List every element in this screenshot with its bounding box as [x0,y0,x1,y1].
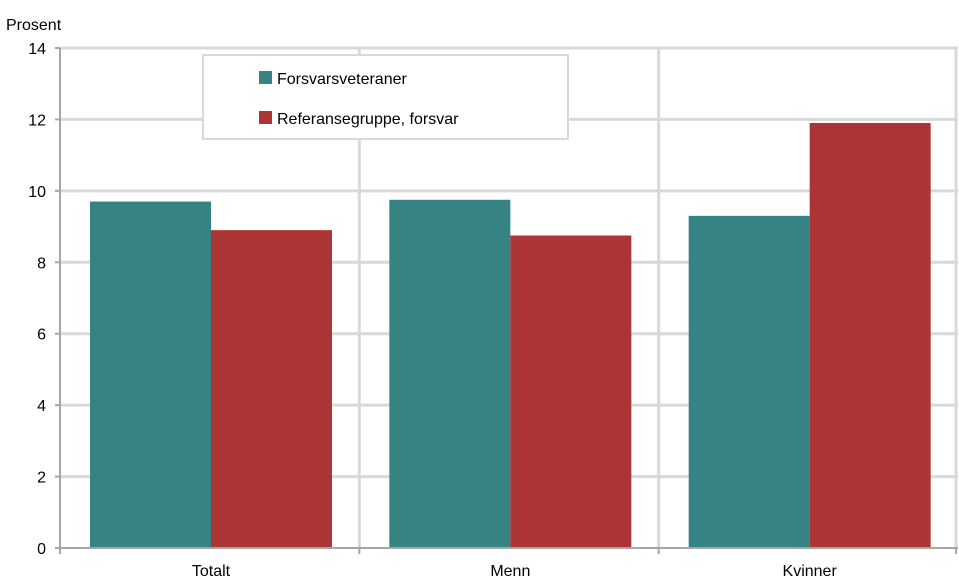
y-tick-label: 8 [37,255,46,272]
bar-forsvarsveteraner-totalt [90,201,211,549]
y-tick-label: 2 [37,470,46,487]
bar-referansegruppe-forsvar-totalt [211,230,332,548]
x-tick-label-kvinner: Kvinner [783,563,838,580]
bar-forsvarsveteraner-menn [389,199,511,549]
legend: Forsvarsveteraner Referansegruppe, forsv… [202,54,569,140]
legend-swatch-forsvarsveteraner [259,71,272,84]
legend-box [202,54,569,140]
y-unit-label: Prosent [6,17,62,34]
bar-referansegruppe-forsvar-menn [510,235,632,548]
bar-referansegruppe-forsvar-kvinner [809,123,931,548]
legend-label-forsvarsveteraner: Forsvarsveteraner [277,71,407,88]
x-tick-label-menn: Menn [490,563,530,580]
y-tick-label: 10 [28,184,46,201]
legend-label-referansegruppe: Referansegruppe, forsvar [277,111,459,128]
y-tick-label: 6 [37,327,46,344]
axes [55,47,958,554]
y-tick-label: 12 [28,112,46,129]
y-tick-label: 4 [37,398,46,415]
y-tick-label: 0 [37,541,46,558]
tick-labels: 0 2 4 6 8 10 12 14 Totalt Menn Kvinner [28,41,837,580]
legend-swatch-referansegruppe [259,111,272,124]
bars [90,123,931,549]
x-tick-label-totalt: Totalt [192,563,231,580]
y-tick-label: 14 [28,41,46,58]
bar-forsvarsveteraner-kvinner [688,215,810,548]
